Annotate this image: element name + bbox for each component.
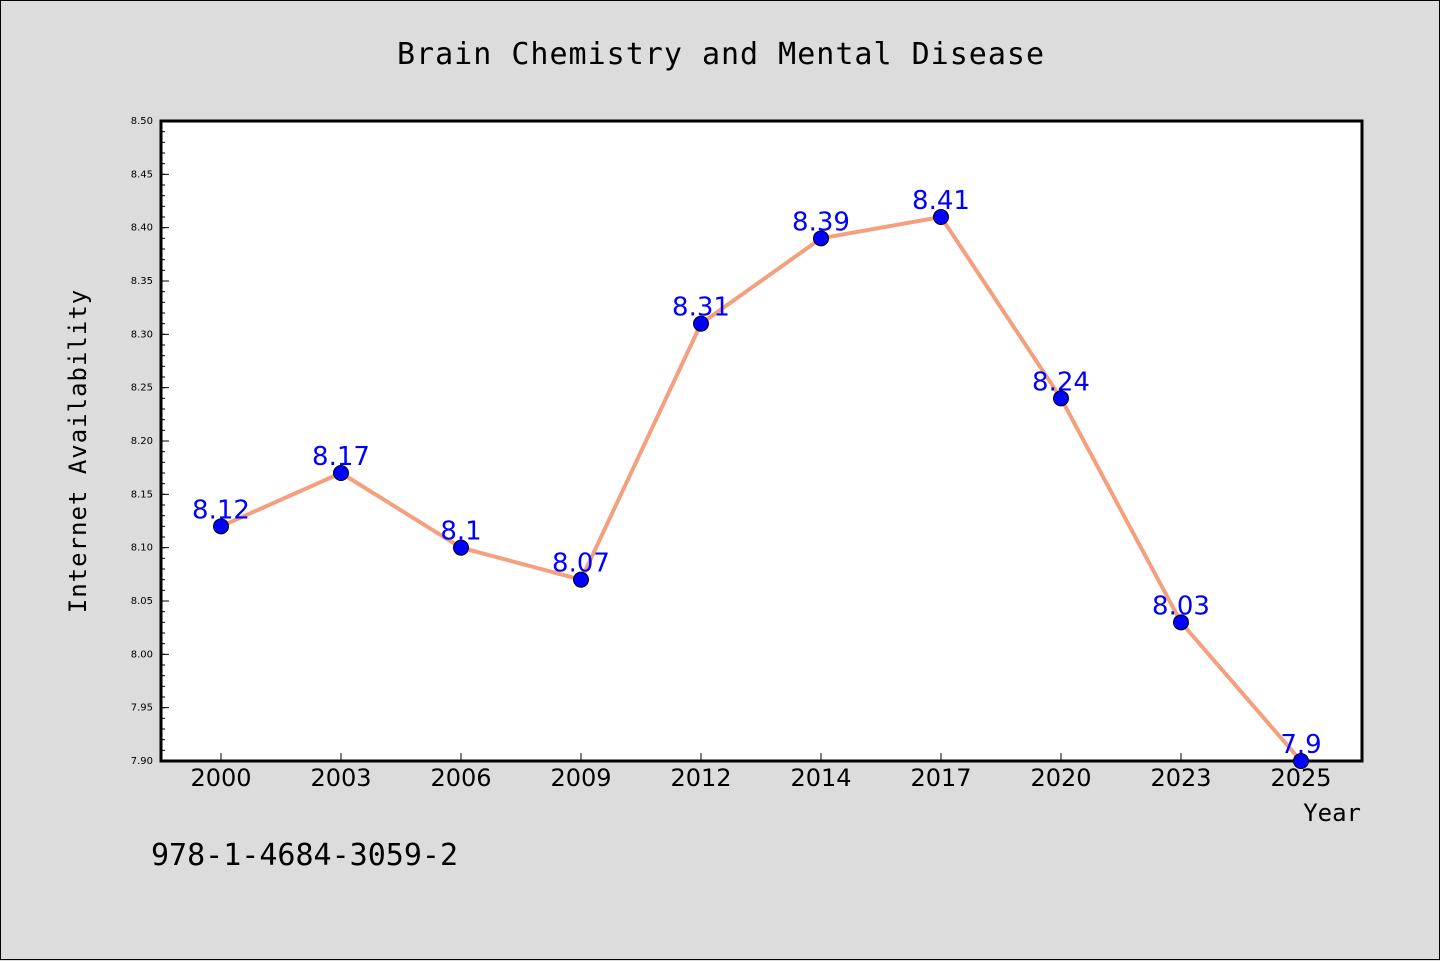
y-tick-label: 7.90 — [131, 756, 153, 767]
x-axis-label: Year — [1303, 799, 1361, 827]
y-tick-label: 8.10 — [131, 543, 153, 554]
x-tick-label: 2006 — [430, 764, 491, 792]
y-tick-label: 8.05 — [131, 596, 153, 607]
data-label: 8.24 — [1032, 367, 1090, 397]
x-tick-label: 2000 — [190, 764, 251, 792]
x-tick-label: 2020 — [1030, 764, 1091, 792]
y-axis-label: Internet Availability — [64, 289, 92, 613]
series-line-group: 8.12 8.17 8.1 8.07 8.31 8.39 8.41 8.24 8.03 7.9 — [192, 186, 1322, 769]
x-tick-label: 2017 — [910, 764, 971, 792]
x-tick-label: 2009 — [550, 764, 611, 792]
data-point — [1053, 390, 1069, 407]
data-point — [1293, 753, 1309, 769]
y-tick-label: 8.15 — [131, 489, 153, 500]
plot-area — [159, 119, 1364, 763]
y-tick-label: 8.45 — [131, 169, 153, 180]
x-tick-label: 2014 — [790, 764, 851, 792]
data-point — [573, 571, 589, 588]
data-label: 8.17 — [312, 442, 370, 472]
data-label: 8.31 — [672, 293, 730, 323]
x-tick-label: 2023 — [1150, 764, 1211, 792]
data-label: 8.03 — [1152, 591, 1210, 621]
annotation-text: 978-1-4684-3059-2 — [151, 838, 458, 873]
data-label: 8.1 — [440, 517, 481, 547]
data-point — [213, 518, 229, 535]
y-tick-label: 8.20 — [131, 436, 153, 447]
data-label: 7.9 — [1280, 730, 1321, 760]
x-tick-label: 2003 — [310, 764, 371, 792]
data-point — [333, 465, 349, 481]
data-point — [453, 539, 469, 556]
data-point — [933, 209, 949, 225]
y-tick-label: 8.40 — [131, 223, 153, 234]
y-tick-label: 8.30 — [131, 329, 153, 340]
data-point — [693, 315, 709, 332]
y-axis: 7.90 7.95 8.00 8.05 8.10 8.15 8.20 8.25 8.30 8.35… — [131, 116, 169, 767]
data-label: 8.12 — [192, 495, 250, 525]
data-label: 8.07 — [552, 549, 610, 579]
y-tick-label: 8.25 — [131, 383, 153, 394]
y-tick-label: 8.00 — [131, 649, 153, 660]
y-tick-label: 8.50 — [131, 116, 153, 127]
data-label: 8.41 — [912, 186, 970, 216]
data-label: 8.39 — [792, 207, 850, 237]
chart-title: Brain Chemistry and Mental Disease — [397, 37, 1045, 72]
data-point — [1173, 614, 1189, 631]
y-tick-label: 7.95 — [131, 703, 153, 714]
y-tick-label: 8.35 — [131, 276, 153, 287]
data-point — [813, 230, 829, 247]
x-tick-label: 2012 — [670, 764, 731, 792]
x-axis: 2000 2003 2006 2009 2012 2014 2017 2020 2023 2025 — [190, 753, 1332, 792]
series-line — [220, 215, 1303, 763]
